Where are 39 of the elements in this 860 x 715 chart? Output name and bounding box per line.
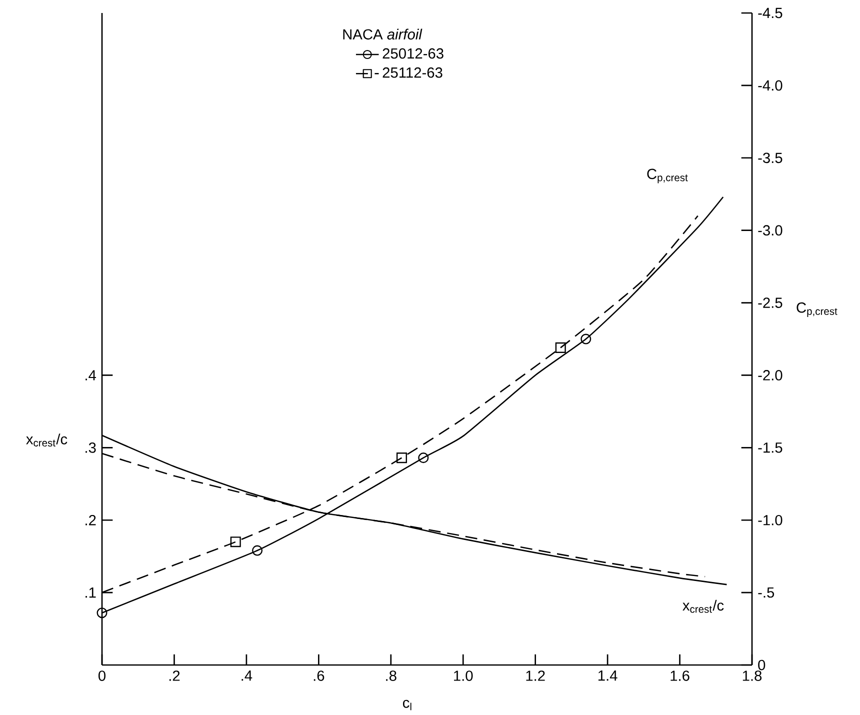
y2-tick-label: -2.0: [758, 370, 782, 380]
y2-axis-title: C$_{p,crest}$: [796, 302, 838, 317]
x-tick-label: .6: [314, 670, 324, 681]
y2-tick-label: -3.0: [758, 225, 782, 236]
x-tick-label: .8: [386, 670, 396, 681]
y-tick-label: .2: [86, 514, 96, 526]
legend-label: 25012-63: [382, 48, 444, 59]
x-tick-label: 1.6: [670, 670, 690, 681]
y-tick-label: .3: [86, 442, 96, 453]
x-tick-label: 1.0: [454, 670, 473, 681]
point: [580, 334, 592, 344]
y2-tick-label: -1.5: [758, 442, 782, 453]
y2-tick-label: -4.0: [758, 80, 782, 91]
y2-tick-label: -2.5: [758, 298, 782, 308]
y-tick-label: .4: [86, 370, 96, 380]
point: [230, 536, 241, 548]
x-tick-label: 1.8: [742, 670, 762, 681]
point: [555, 342, 566, 353]
y-axis-title: x$_{crest}$/c: [26, 434, 68, 446]
legend-label: 25112-63: [382, 67, 442, 78]
legend-title: NACA airfoil: [343, 28, 422, 40]
annotation: x$_{crest}$/c: [682, 600, 724, 613]
point: [396, 452, 407, 464]
x-axis-title: c$_{l}$: [402, 700, 412, 710]
y2-tick-label: -.5: [758, 587, 774, 598]
point: [96, 608, 108, 618]
y2-tick-label: -1.0: [758, 514, 782, 526]
point: [252, 545, 263, 556]
point: [418, 452, 429, 464]
x-tick-label: .4: [242, 670, 252, 681]
y-tick-label: .1: [86, 587, 96, 598]
x-tick-label: 1.4: [598, 670, 618, 681]
x-tick-label: .2: [169, 670, 180, 681]
y2-tick-label: -4.5: [758, 8, 782, 18]
x-tick-label: 0: [98, 670, 106, 681]
y2-tick-label: 0: [758, 660, 766, 670]
annotation: C$_{p,crest}$: [647, 168, 688, 184]
x-tick-label: 1.2: [526, 670, 545, 681]
y2-tick-label: -3.5: [758, 152, 782, 164]
